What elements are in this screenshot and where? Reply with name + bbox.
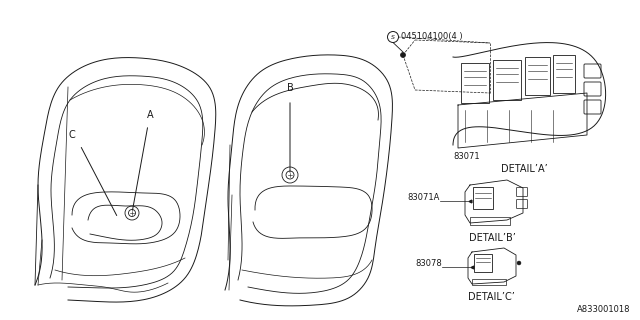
Text: DETAIL’B’: DETAIL’B’: [468, 233, 515, 243]
Text: A833001018: A833001018: [577, 305, 630, 314]
Text: C: C: [68, 130, 76, 140]
Circle shape: [517, 261, 521, 265]
Text: 83071A: 83071A: [408, 193, 440, 202]
Bar: [473, 187, 493, 209]
Bar: [553, 55, 575, 93]
Text: A: A: [147, 110, 154, 120]
Bar: [474, 254, 492, 272]
Bar: [461, 63, 489, 103]
Circle shape: [401, 52, 406, 58]
Text: 83071: 83071: [453, 152, 479, 161]
Text: DETAIL’A’: DETAIL’A’: [500, 164, 547, 174]
Bar: [470, 217, 510, 225]
Bar: [525, 57, 550, 95]
Text: 83078: 83078: [415, 259, 442, 268]
Bar: [493, 60, 521, 100]
Text: S: S: [391, 35, 395, 40]
Text: 045104100(4 ): 045104100(4 ): [401, 33, 463, 42]
Text: DETAIL’C’: DETAIL’C’: [468, 292, 515, 302]
Bar: [472, 279, 506, 285]
Text: B: B: [287, 83, 293, 93]
